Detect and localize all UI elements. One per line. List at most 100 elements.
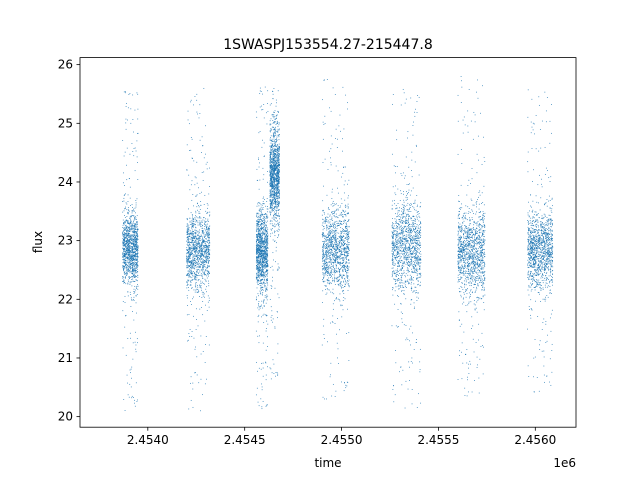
- data-point: [273, 214, 275, 216]
- data-point: [273, 218, 275, 220]
- data-point: [273, 196, 275, 198]
- data-point: [258, 209, 260, 211]
- data-point: [187, 242, 189, 243]
- data-point: [275, 149, 277, 150]
- data-point: [267, 264, 269, 266]
- data-point: [195, 275, 197, 277]
- data-point: [278, 146, 280, 148]
- data-point: [136, 234, 138, 235]
- data-point: [256, 215, 258, 217]
- data-point: [130, 386, 132, 388]
- data-point: [129, 223, 131, 225]
- data-point: [270, 135, 272, 137]
- data-point: [190, 271, 192, 273]
- data-point: [203, 273, 205, 275]
- data-point: [123, 253, 125, 254]
- data-point: [134, 147, 136, 149]
- data-point: [277, 191, 279, 193]
- data-point: [191, 225, 193, 227]
- data-point: [277, 152, 279, 153]
- data-point: [273, 191, 275, 192]
- data-point: [133, 254, 135, 256]
- data-point: [278, 210, 279, 211]
- data-point: [191, 273, 193, 274]
- data-point: [131, 215, 133, 217]
- data-point: [127, 270, 129, 272]
- data-point: [278, 182, 280, 184]
- data-point: [198, 253, 200, 255]
- data-point: [261, 263, 262, 264]
- data-point: [188, 233, 189, 235]
- data-point: [276, 151, 278, 153]
- data-point: [207, 264, 208, 266]
- data-point: [277, 131, 278, 133]
- data-point: [259, 248, 261, 250]
- data-point: [256, 234, 258, 235]
- data-point: [125, 232, 127, 234]
- data-point: [266, 238, 267, 240]
- data-point: [275, 185, 277, 186]
- data-point: [128, 212, 129, 214]
- data-point: [262, 238, 264, 240]
- data-point: [261, 224, 263, 225]
- data-point: [206, 232, 207, 234]
- data-point: [133, 215, 135, 217]
- data-point: [130, 220, 132, 222]
- data-point: [134, 276, 136, 278]
- data-point: [127, 223, 129, 225]
- data-point: [259, 268, 261, 269]
- data-point: [192, 382, 194, 384]
- data-point: [272, 166, 273, 167]
- data-point: [188, 244, 190, 246]
- data-point: [267, 253, 269, 255]
- data-point: [276, 177, 277, 179]
- data-point: [126, 266, 128, 268]
- data-point: [199, 269, 201, 271]
- data-point: [262, 279, 263, 281]
- data-point: [134, 236, 136, 238]
- data-point: [277, 184, 279, 186]
- data-point: [265, 228, 267, 230]
- data-point: [271, 174, 273, 176]
- data-point: [264, 241, 266, 243]
- data-point: [261, 221, 263, 222]
- data-point: [137, 399, 138, 401]
- data-point: [258, 188, 260, 190]
- data-point: [134, 224, 136, 226]
- data-point: [129, 240, 131, 242]
- data-point: [134, 341, 136, 343]
- data-point: [124, 244, 126, 246]
- data-point: [189, 217, 191, 219]
- data-point: [265, 238, 267, 240]
- data-point: [273, 159, 275, 161]
- data-point: [278, 192, 280, 193]
- data-point: [134, 240, 136, 241]
- data-point: [277, 123, 279, 124]
- data-point: [261, 219, 262, 221]
- data-point: [272, 132, 274, 134]
- data-point: [197, 247, 199, 249]
- data-point: [278, 235, 279, 237]
- data-point: [200, 235, 202, 237]
- data-point: [335, 236, 337, 238]
- data-point: [278, 153, 280, 155]
- data-point: [126, 252, 128, 253]
- data-point: [194, 248, 196, 250]
- data-point: [263, 299, 265, 301]
- data-point: [206, 275, 208, 277]
- data-point: [262, 233, 264, 235]
- data-point: [209, 242, 211, 244]
- data-point: [260, 231, 262, 233]
- data-point: [123, 229, 125, 231]
- data-point: [274, 127, 276, 129]
- data-point: [204, 243, 206, 245]
- data-point: [208, 228, 210, 230]
- data-point: [275, 215, 277, 217]
- data-point: [190, 282, 192, 283]
- data-point: [126, 252, 127, 254]
- data-point: [271, 158, 272, 160]
- data-point: [186, 252, 188, 253]
- data-point: [278, 224, 280, 226]
- data-point: [132, 237, 134, 239]
- data-point: [262, 276, 264, 278]
